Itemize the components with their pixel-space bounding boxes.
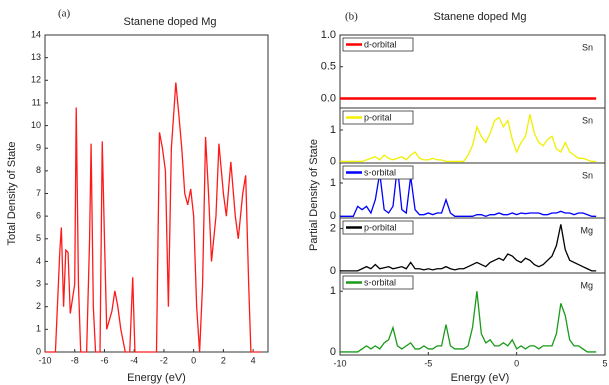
panel-annotation: Sn — [582, 42, 593, 52]
data-line — [340, 166, 597, 218]
y-tick-label: 11 — [32, 97, 41, 107]
x-tick-label: -2 — [160, 355, 168, 365]
y-tick-label: 1 — [330, 285, 336, 297]
panel-label: (a) — [58, 8, 71, 20]
y-tick-label: 3 — [36, 278, 41, 288]
data-line — [340, 224, 597, 272]
y-tick-label: 0.5 — [321, 61, 336, 73]
y-tick-label: 2 — [330, 222, 336, 234]
legend-box — [342, 37, 414, 52]
x-tick-label: -5 — [424, 358, 432, 368]
y-tick-label: 0 — [330, 346, 336, 358]
y-tick-label: 6 — [36, 211, 41, 221]
y-axis-label: Partial Density of State — [308, 139, 320, 251]
panel-annotation: Mg — [580, 280, 593, 290]
x-tick-label: 0 — [191, 355, 196, 365]
y-tick-label: 0 — [330, 155, 336, 167]
y-tick-label: 1 — [330, 177, 336, 189]
legend-box — [342, 220, 414, 235]
y-tick-label: 12 — [31, 75, 41, 85]
y-tick-label: 4 — [36, 256, 41, 266]
y-tick-label: 1 — [36, 324, 41, 334]
x-tick-label: 4 — [251, 355, 256, 365]
y-tick-label: 5 — [36, 233, 41, 243]
panel-annotation: Sn — [582, 170, 593, 180]
data-line — [340, 114, 597, 163]
panel-annotation: Sn — [582, 115, 593, 125]
x-tick-label: -10 — [38, 355, 51, 365]
y-tick-label: 0.0 — [321, 92, 336, 104]
y-tick-label: 7 — [36, 188, 41, 198]
panel-frame — [339, 272, 606, 356]
y-tick-label: 14 — [31, 29, 41, 39]
x-tick-label: -8 — [71, 355, 79, 365]
y-tick-label: 1.0 — [321, 29, 336, 41]
legend-label: s-orbital — [364, 277, 396, 287]
legend-label: s-orbital — [364, 167, 396, 177]
legend-label: p-orbital — [364, 222, 397, 232]
y-tick-label: 2 — [36, 301, 41, 311]
panel-annotation: Mg — [580, 225, 593, 235]
y-tick-label: 9 — [36, 143, 41, 153]
x-axis-label: Energy (eV) — [451, 372, 510, 384]
x-tick-label: -10 — [333, 358, 346, 368]
y-axis-label: Total Density of State — [6, 142, 18, 246]
y-tick-label: 10 — [31, 120, 41, 130]
chart-title: Stanene doped Mg — [434, 11, 527, 23]
x-tick-label: 0 — [514, 358, 519, 368]
x-tick-label: -4 — [130, 355, 138, 365]
x-tick-label: -6 — [100, 355, 108, 365]
data-line — [45, 82, 261, 353]
legend-label: p-orital — [364, 112, 392, 122]
x-tick-label: 2 — [221, 355, 226, 365]
y-tick-label: 1 — [330, 124, 336, 136]
x-axis-label: Energy (eV) — [127, 372, 186, 384]
legend-box — [342, 165, 414, 180]
chart-title: Stanene doped Mg — [124, 16, 217, 28]
y-tick-label: 0 — [330, 265, 336, 277]
y-tick-label: 8 — [36, 165, 41, 175]
legend-box — [342, 110, 414, 125]
panel-label: (b) — [345, 11, 358, 23]
data-line — [340, 291, 597, 353]
y-tick-label: 0 — [330, 210, 336, 222]
legend-label: d-orbital — [364, 39, 397, 49]
y-tick-label: 13 — [31, 52, 41, 62]
y-tick-label: 0 — [36, 346, 41, 356]
legend-box — [342, 275, 414, 290]
x-tick-label: 5 — [602, 358, 607, 368]
